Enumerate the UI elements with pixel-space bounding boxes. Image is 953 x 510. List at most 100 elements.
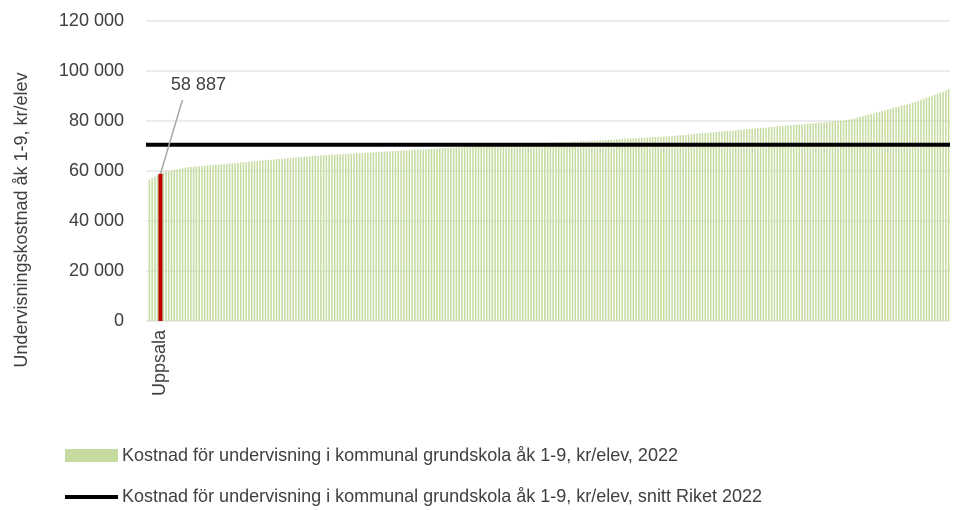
bar — [414, 149, 416, 321]
bar — [513, 144, 516, 321]
bar — [931, 95, 933, 321]
bar — [580, 141, 582, 321]
bar — [425, 149, 427, 321]
bar — [519, 144, 521, 321]
bar — [416, 149, 419, 321]
bar — [936, 93, 939, 321]
bar — [563, 142, 565, 321]
bar — [148, 179, 151, 321]
bar — [779, 126, 781, 321]
bar — [245, 162, 247, 321]
bar — [284, 158, 286, 321]
bar — [165, 171, 167, 321]
bar — [220, 164, 223, 321]
bar — [922, 98, 925, 321]
bar — [607, 139, 610, 321]
bar — [173, 169, 176, 321]
bar — [906, 104, 908, 321]
bar — [837, 121, 839, 321]
bar — [237, 162, 239, 321]
bar — [790, 125, 792, 321]
bar — [154, 176, 156, 321]
bar — [654, 137, 657, 321]
y-tick-label: 100 000 — [59, 60, 124, 80]
bar — [856, 117, 859, 321]
bar — [184, 167, 187, 321]
bar — [715, 132, 718, 321]
bar — [278, 159, 281, 321]
bar — [831, 121, 834, 321]
y-tick-label: 120 000 — [59, 10, 124, 30]
bar — [156, 175, 159, 321]
bar — [864, 115, 867, 321]
bar — [643, 137, 646, 321]
bar — [328, 155, 330, 321]
bar — [723, 131, 726, 321]
bar — [170, 170, 173, 321]
bar — [582, 141, 585, 321]
bar — [297, 157, 300, 321]
bar — [585, 141, 588, 321]
bar — [239, 162, 242, 321]
bar — [698, 133, 701, 321]
bar — [737, 130, 740, 321]
bar — [179, 168, 181, 321]
bar — [773, 126, 776, 321]
bar — [618, 139, 621, 321]
bar — [358, 153, 361, 321]
bar — [458, 147, 460, 321]
bar — [781, 126, 784, 321]
bar — [798, 124, 801, 321]
bar — [826, 122, 828, 321]
bar — [347, 153, 350, 321]
bar — [209, 165, 211, 321]
bar — [823, 122, 825, 321]
bar — [917, 100, 919, 321]
bar — [195, 166, 198, 321]
bar — [895, 107, 897, 321]
bar — [792, 125, 795, 321]
bar — [300, 157, 303, 321]
bar — [181, 168, 184, 321]
bar — [314, 155, 317, 321]
highlight-bar — [158, 173, 163, 321]
bar — [505, 144, 507, 321]
bar — [889, 108, 892, 321]
bar — [690, 134, 693, 321]
bar — [682, 135, 684, 321]
bar — [524, 143, 527, 321]
bar — [552, 142, 554, 321]
bar — [701, 133, 704, 321]
bar — [729, 130, 731, 321]
bar — [350, 153, 353, 321]
bar — [842, 120, 845, 321]
bar — [187, 167, 189, 321]
bar — [632, 138, 635, 321]
bar — [806, 123, 809, 321]
bar — [264, 160, 267, 321]
bar — [380, 151, 383, 321]
bar — [466, 146, 469, 321]
bar — [602, 140, 604, 321]
bar — [687, 134, 690, 321]
bar — [477, 146, 480, 321]
bar — [887, 109, 889, 321]
bar — [555, 142, 557, 321]
bar — [867, 114, 870, 321]
bar — [394, 151, 397, 321]
bar — [898, 106, 900, 321]
bar — [610, 139, 612, 321]
bar — [920, 99, 922, 321]
bar — [538, 143, 541, 321]
bar — [541, 143, 543, 321]
bar — [834, 121, 836, 321]
bar — [635, 138, 637, 321]
bar — [311, 156, 314, 321]
bar — [710, 132, 712, 321]
y-tick-label: 0 — [114, 310, 124, 330]
bar — [557, 142, 560, 321]
bar — [546, 142, 549, 321]
bar — [325, 155, 328, 321]
bar — [765, 127, 767, 321]
